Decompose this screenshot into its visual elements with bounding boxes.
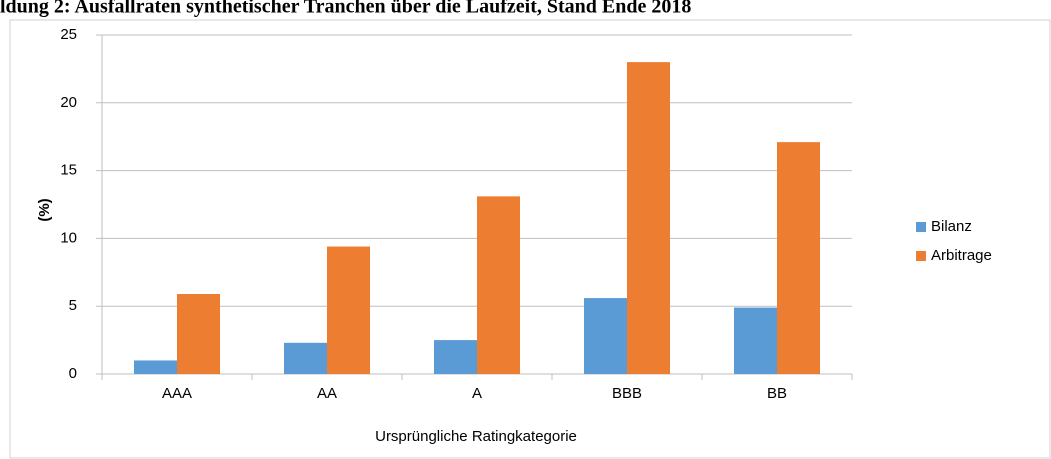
y-tick-label: 15 bbox=[60, 162, 77, 179]
x-tick-label: A bbox=[472, 385, 482, 402]
y-tick-label: 0 bbox=[69, 365, 77, 382]
bar bbox=[177, 293, 220, 374]
bar bbox=[477, 196, 520, 374]
bar bbox=[734, 307, 777, 374]
bar bbox=[627, 62, 670, 375]
bar bbox=[777, 142, 820, 374]
legend-label: Arbitrage bbox=[931, 247, 992, 264]
bar bbox=[284, 342, 327, 374]
y-tick-label: 10 bbox=[60, 229, 77, 246]
x-tick-label: AAA bbox=[162, 385, 192, 402]
y-axis-label: (%) bbox=[36, 198, 53, 221]
y-tick-label: 5 bbox=[69, 297, 77, 314]
bar bbox=[134, 360, 177, 374]
legend-swatch bbox=[916, 222, 926, 232]
x-tick-label: AA bbox=[317, 385, 337, 402]
y-tick-label: 20 bbox=[60, 94, 77, 111]
bar bbox=[584, 298, 627, 374]
bar bbox=[434, 340, 477, 374]
x-tick-label: BB bbox=[767, 385, 787, 402]
bar bbox=[327, 246, 370, 374]
legend-label: Bilanz bbox=[931, 218, 972, 235]
legend-swatch bbox=[916, 251, 926, 261]
chart-frame bbox=[9, 19, 1051, 459]
y-tick-label: 25 bbox=[60, 26, 77, 43]
x-tick-label: BBB bbox=[612, 385, 642, 402]
chart-title: ldung 2: Ausfallraten synthetischer Tran… bbox=[0, 0, 691, 18]
x-axis-label: Ursprüngliche Ratingkategorie bbox=[375, 428, 577, 445]
